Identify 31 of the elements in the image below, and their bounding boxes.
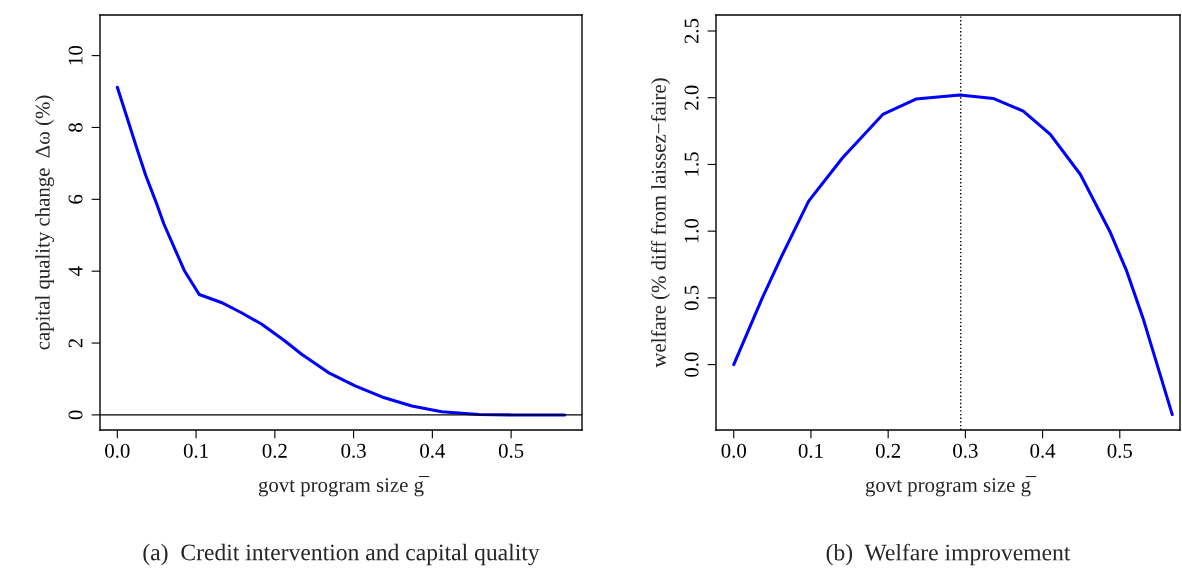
y-tick-label: 0.5 <box>684 285 699 311</box>
x-tick-label: 0.2 <box>262 443 287 458</box>
y-tick-label: 10 <box>68 45 83 65</box>
x-axis-title: govt program size g̅ <box>258 475 430 497</box>
text: (a) Credit intervention and capital quality <box>143 543 540 566</box>
x-tick-label: 0.3 <box>341 443 366 458</box>
y-tick-label: 8 <box>68 123 83 132</box>
y-tick-label: 2 <box>68 338 83 348</box>
x-tick-label: 0.4 <box>420 443 446 458</box>
y-tick-label: 0.0 <box>684 352 699 377</box>
y-axis-title: capital quality change Δω (%) <box>35 95 55 350</box>
y-tick-label: 2.0 <box>684 85 699 110</box>
x-tick-label: 0.1 <box>183 443 208 458</box>
x-tick-label: 0.5 <box>498 443 524 458</box>
y-tick-label: 1.5 <box>684 152 699 176</box>
x-tick-label: 0.3 <box>953 443 978 458</box>
line-series <box>732 93 1174 417</box>
y-tick-label: 0 <box>68 410 83 420</box>
x-tick-label: 0.0 <box>721 443 746 458</box>
x-tick-label: 0.5 <box>1107 443 1132 458</box>
x-tick-label: 0.1 <box>798 443 823 458</box>
text: (b) Welfare improvement <box>826 543 1071 566</box>
y-axis-title: welfare (% diff from laissez−faire) <box>650 78 671 368</box>
y-tick-label: 2.5 <box>684 18 699 44</box>
y-tick-label: 6 <box>68 194 83 204</box>
y-tick-label: 1.0 <box>684 218 699 243</box>
x-axis-title: govt program size g̅ <box>865 475 1037 497</box>
x-tick-label: 0.2 <box>875 443 901 458</box>
y-tick-label: 4 <box>68 266 83 276</box>
x-tick-label: 0.0 <box>105 443 130 458</box>
x-tick-label: 0.4 <box>1030 443 1056 458</box>
